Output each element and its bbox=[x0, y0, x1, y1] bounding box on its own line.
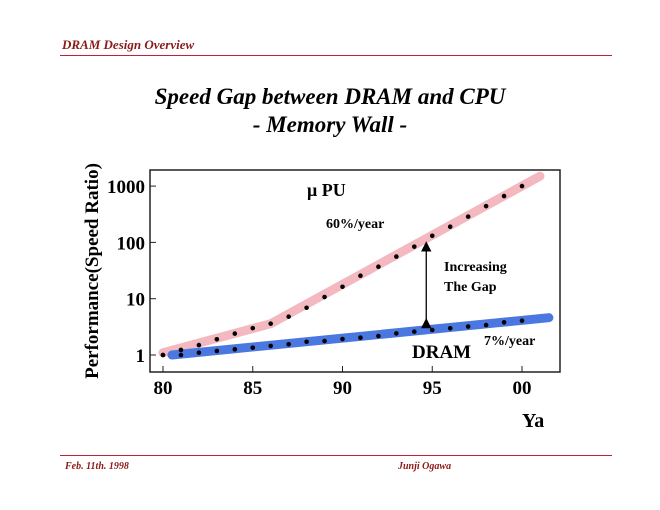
cpu-data-point bbox=[250, 325, 256, 331]
cpu-data-point bbox=[376, 264, 381, 270]
dram-data-point bbox=[196, 350, 202, 355]
dram-data-point bbox=[250, 345, 256, 350]
cpu-data-point bbox=[286, 314, 291, 319]
dram-data-point bbox=[394, 331, 399, 336]
x-tick-label: 80 bbox=[154, 378, 173, 399]
footer-date: Feb. 11th. 1998 bbox=[65, 461, 129, 472]
y-tick-label: 100 bbox=[117, 233, 146, 254]
x-tick-label: 90 bbox=[333, 378, 352, 399]
header-rule bbox=[60, 55, 612, 56]
slide-title: Speed Gap between DRAM and CPU bbox=[154, 84, 506, 109]
cpu-data-point bbox=[322, 294, 327, 300]
cpu-data-point bbox=[447, 224, 453, 230]
cpu-data-point bbox=[196, 342, 202, 348]
dram-data-point bbox=[340, 336, 345, 342]
gap-annotation-line1: Increasing bbox=[444, 260, 507, 275]
dram-data-point bbox=[483, 322, 489, 328]
gap-annotation-line2: The Gap bbox=[444, 280, 497, 295]
cpu-rate-label: 60%/year bbox=[326, 217, 384, 232]
cpu-data-point bbox=[304, 305, 309, 311]
cpu-data-point bbox=[429, 233, 435, 239]
header-title: DRAM Design Overview bbox=[62, 37, 195, 52]
x-tick-label: 00 bbox=[513, 378, 532, 399]
cpu-data-point bbox=[483, 203, 489, 209]
slide-subtitle: - Memory Wall - bbox=[252, 112, 408, 137]
cpu-data-point bbox=[178, 347, 184, 353]
cpu-data-point bbox=[340, 284, 345, 290]
y-tick-label: 1 bbox=[136, 346, 146, 367]
dram-data-point bbox=[519, 318, 525, 323]
y-axis-label: Performance(Speed Ratio) bbox=[82, 163, 103, 379]
cpu-data-point bbox=[214, 337, 220, 342]
y-tick-label: 1000 bbox=[107, 177, 145, 198]
dram-data-point bbox=[376, 333, 381, 339]
dram-data-point bbox=[412, 329, 417, 334]
dram-data-point bbox=[322, 338, 327, 344]
cpu-data-point bbox=[465, 214, 471, 219]
cpu-data-point bbox=[519, 183, 525, 189]
cpu-data-point bbox=[394, 254, 399, 259]
cpu-data-point bbox=[232, 331, 238, 336]
dram-data-point bbox=[358, 335, 363, 340]
dram-rate-label: 7%/year bbox=[484, 334, 535, 349]
dram-data-point bbox=[268, 343, 274, 349]
dram-data-point bbox=[429, 327, 435, 333]
dram-data-point bbox=[501, 320, 507, 325]
dram-data-point bbox=[214, 348, 220, 354]
dram-data-point bbox=[304, 339, 309, 345]
dram-series-label: DRAM bbox=[412, 342, 471, 363]
dram-data-point bbox=[447, 326, 453, 331]
cpu-data-point bbox=[412, 244, 417, 249]
cpu-data-point bbox=[358, 273, 363, 279]
dram-data-point bbox=[286, 341, 291, 347]
dram-data-point bbox=[178, 352, 184, 358]
cpu-data-point bbox=[501, 193, 507, 199]
cpu-data-point bbox=[268, 321, 274, 326]
x-tick-label: 85 bbox=[243, 378, 262, 399]
x-axis-label: Ya bbox=[522, 410, 544, 432]
y-tick-label: 10 bbox=[126, 290, 145, 311]
dram-data-point bbox=[232, 347, 238, 352]
footer-rule bbox=[60, 455, 612, 456]
dram-data-point bbox=[465, 324, 471, 329]
dram-data-point bbox=[160, 352, 166, 358]
cpu-series-label: μ PU bbox=[307, 180, 346, 200]
footer-author: Junji Ogawa bbox=[398, 461, 452, 472]
plot-frame bbox=[149, 169, 561, 373]
x-tick-label: 95 bbox=[423, 378, 442, 399]
